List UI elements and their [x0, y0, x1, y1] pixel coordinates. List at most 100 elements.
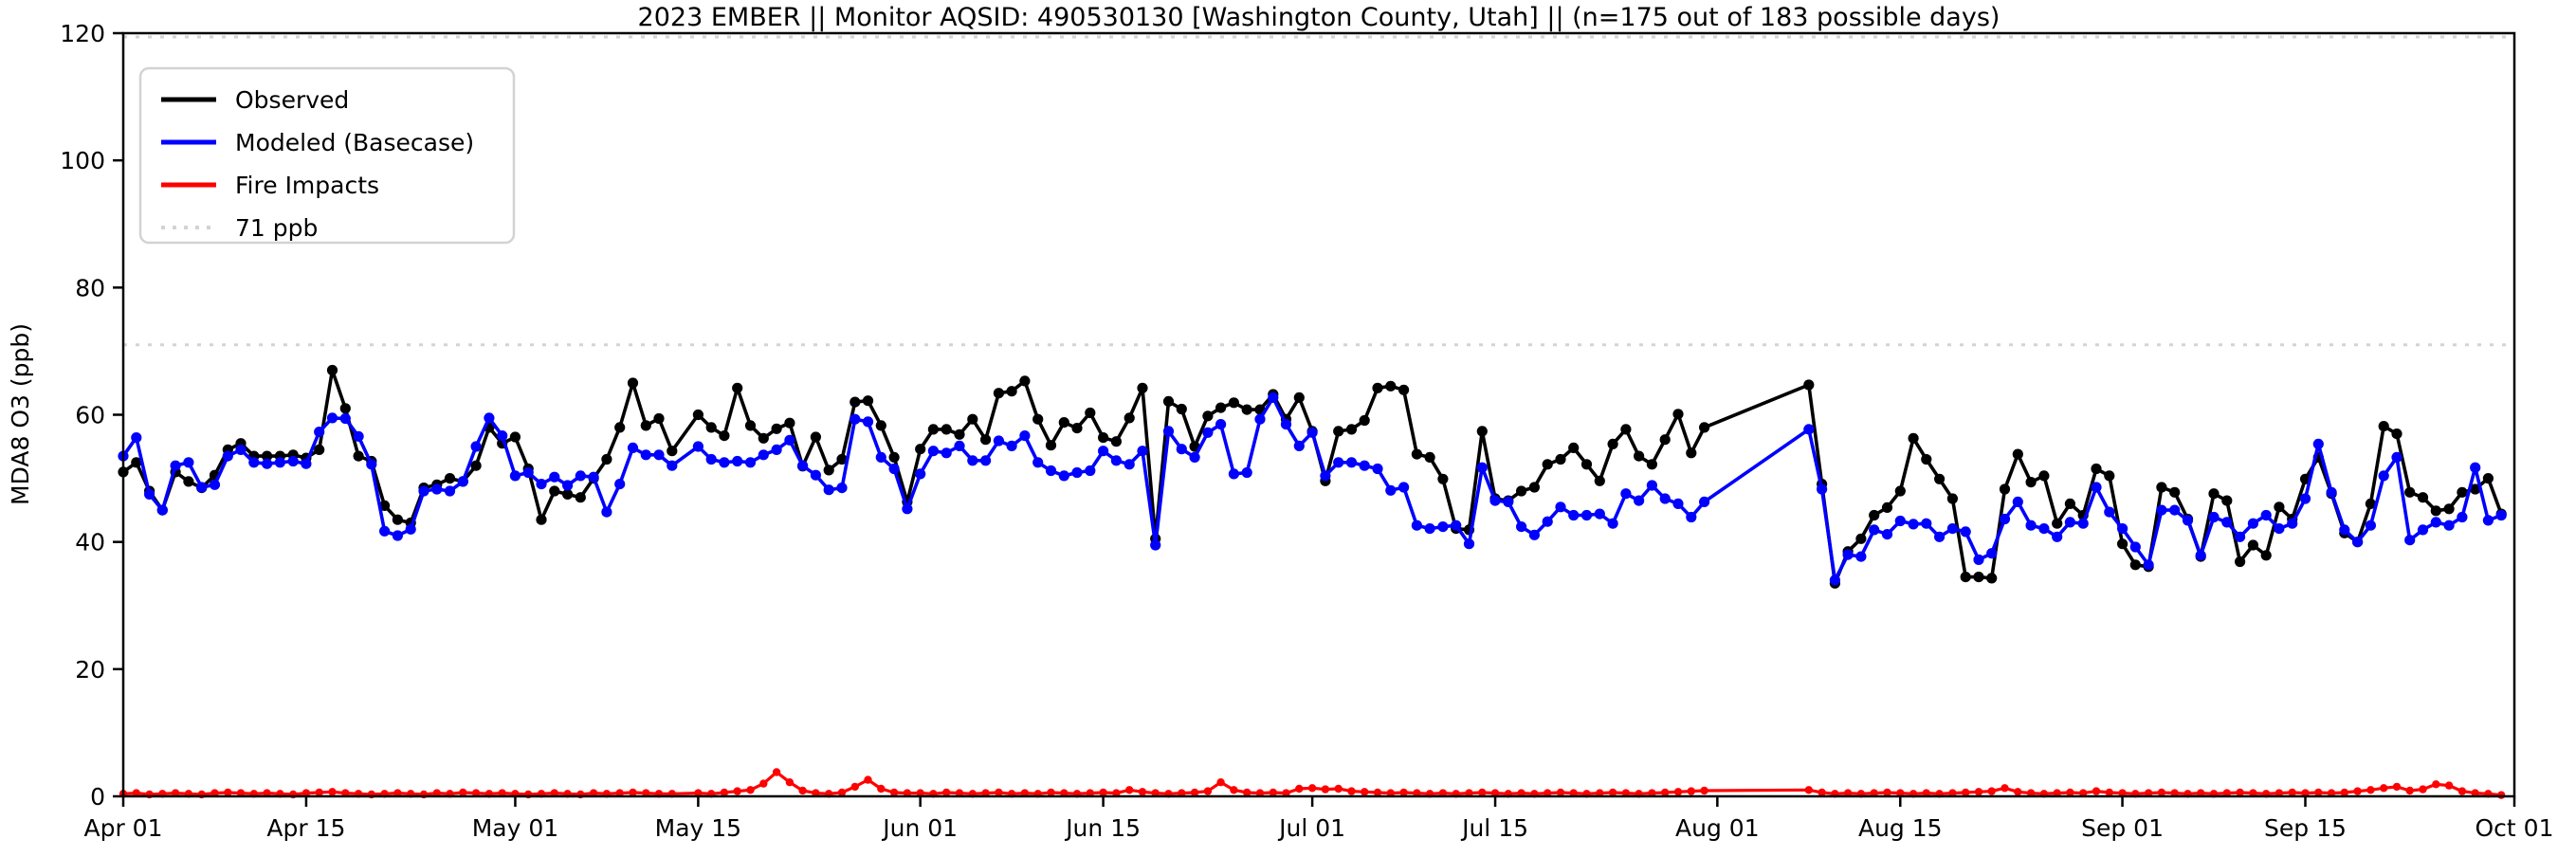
fire-impacts-point	[1962, 788, 1970, 797]
modeled-basecase-point	[274, 457, 285, 468]
fire-impacts-point	[889, 788, 899, 797]
observed-point	[614, 422, 626, 433]
modeled-basecase-markers	[118, 392, 2507, 586]
observed-point	[1542, 459, 1553, 470]
modeled-basecase-point	[1110, 455, 1122, 466]
observed-point	[744, 420, 757, 431]
observed-point	[705, 422, 717, 433]
fire-impacts-point	[459, 788, 467, 797]
modeled-basecase-point	[1921, 518, 1932, 529]
observed-point	[1999, 483, 2011, 495]
modeled-basecase-point	[2077, 518, 2089, 529]
modeled-basecase-point	[366, 459, 377, 470]
x-tick-label: Oct 01	[2476, 814, 2554, 842]
fire-impacts-point	[2366, 786, 2375, 794]
modeled-basecase-point	[2457, 511, 2468, 523]
modeled-basecase-point	[509, 470, 521, 482]
modeled-basecase-point	[1646, 480, 1657, 491]
fire-impacts-point	[916, 789, 924, 797]
y-tick-label: 100	[60, 147, 105, 174]
observed-point	[353, 450, 364, 462]
modeled-basecase-point	[2091, 482, 2102, 493]
modeled-basecase-point	[1372, 463, 1383, 475]
modeled-basecase-point	[1829, 574, 1840, 586]
modeled-basecase-point	[1817, 483, 1828, 495]
modeled-basecase-point	[1058, 470, 1069, 482]
fire-impacts-point	[1321, 785, 1330, 793]
modeled-basecase-point	[1320, 470, 1331, 482]
observed-point	[1424, 451, 1435, 463]
fire-impacts-point	[550, 789, 558, 797]
fire-impacts-point	[2026, 789, 2036, 797]
modeled-basecase-point	[1555, 501, 1566, 513]
modeled-basecase-point	[1803, 424, 1815, 435]
modeled-basecase-point	[719, 457, 730, 468]
fire-impacts-point	[341, 789, 350, 797]
modeled-basecase-point	[1960, 526, 1971, 538]
fire-impacts-point	[2353, 787, 2362, 795]
chart-title: 2023 EMBER || Monitor AQSID: 490530130 […	[638, 3, 2001, 32]
observed-point	[758, 432, 769, 444]
observed-point	[1215, 402, 1227, 413]
modeled-basecase-point	[2025, 520, 2037, 531]
fire-impacts-point	[2288, 788, 2296, 797]
modeled-basecase-point	[692, 441, 704, 452]
observed-point	[2012, 448, 2023, 460]
observed-point	[1908, 432, 1919, 444]
observed-point	[2391, 428, 2402, 440]
modeled-basecase-point	[862, 416, 874, 428]
modeled-basecase-point	[2129, 541, 2141, 553]
modeled-basecase-point	[1268, 392, 1279, 403]
modeled-basecase-point	[2430, 517, 2441, 528]
modeled-basecase-point	[1894, 515, 1906, 527]
fire-impacts-point	[1112, 789, 1121, 797]
observed-point	[2260, 550, 2272, 561]
modeled-basecase-point	[301, 458, 312, 469]
modeled-basecase-point	[1908, 519, 1919, 530]
axis-ticks: 0 20 40 60 80 100 120 Apr 01 Apr 15 May 01 May 15 J…	[60, 20, 2553, 842]
modeled-basecase-point	[2012, 496, 2023, 508]
observed-point	[850, 396, 861, 408]
observed-point	[1686, 447, 1697, 459]
observed-point	[1176, 403, 1187, 415]
modeled-basecase-point	[771, 444, 782, 455]
observed-point	[1516, 485, 1527, 497]
observed-point	[2378, 421, 2389, 432]
observed-point	[2235, 556, 2246, 568]
observed-point	[2169, 486, 2181, 498]
fire-impacts-markers	[119, 768, 2506, 799]
modeled-basecase-point	[1607, 518, 1618, 529]
modeled-basecase-point	[2143, 559, 2154, 571]
modeled-basecase-point	[915, 468, 926, 480]
modeled-basecase-point	[1071, 466, 1083, 479]
modeled-basecase-point	[1489, 495, 1501, 506]
fire-impacts-point	[1399, 788, 1408, 797]
modeled-basecase-point	[640, 449, 651, 461]
modeled-basecase-point	[1228, 468, 1239, 480]
fire-impacts-point	[1478, 788, 1487, 797]
x-tick-label: Aug 15	[1858, 814, 1943, 842]
observed-point	[1699, 422, 1710, 433]
observed-point	[2430, 505, 2441, 517]
modeled-basecase-point	[2117, 523, 2128, 535]
modeled-basecase-point	[1594, 508, 1605, 520]
observed-point	[339, 403, 351, 414]
observed-point	[2117, 538, 2128, 550]
fire-impacts-point	[2327, 789, 2336, 797]
modeled-basecase-point	[810, 469, 822, 481]
fire-impacts-point	[1621, 789, 1631, 797]
observed-point	[1973, 572, 1984, 583]
fire-impacts-point	[1125, 786, 1134, 794]
fire-impacts-point	[2380, 784, 2388, 793]
modeled-basecase-point	[262, 458, 273, 469]
y-tick-label: 20	[75, 656, 105, 684]
modeled-basecase-point	[2182, 515, 2194, 526]
modeled-basecase-point	[2169, 504, 2181, 516]
fire-impacts-point	[1099, 788, 1107, 797]
observed-point	[771, 423, 782, 434]
fire-impacts-point	[981, 789, 990, 797]
fire-impacts-point	[1870, 789, 1878, 797]
observed-point	[1098, 432, 1109, 444]
modeled-basecase-point	[1503, 496, 1514, 508]
